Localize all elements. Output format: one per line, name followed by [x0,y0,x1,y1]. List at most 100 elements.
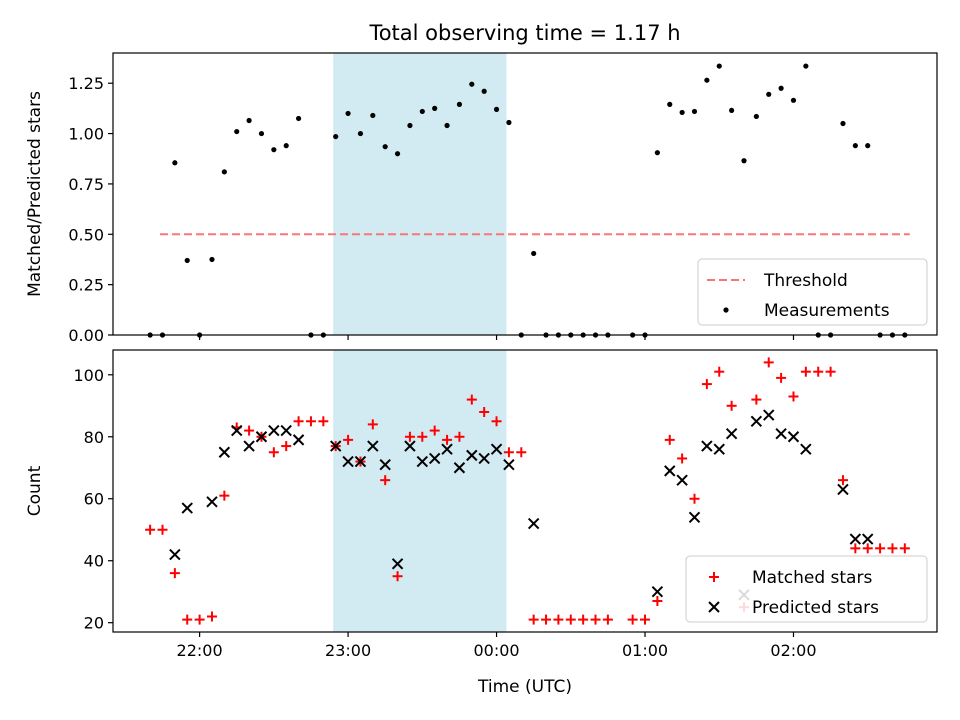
predicted-x-b [206,496,218,508]
legend-entry: Matched stars [752,568,872,588]
matched-point [677,453,688,464]
measurement-point [394,151,401,157]
y-tick-label: 0.75 [68,175,104,194]
predicted-x-b [527,517,540,530]
predicted-point [862,533,874,545]
measurement-point [432,105,438,111]
predicted-point [292,434,305,446]
x-tick-label: 02:00 [770,641,816,660]
matched-point [454,431,465,442]
predicted-point [280,424,292,437]
predicted-point [268,424,280,437]
y-tick-label: 40 [84,552,104,571]
predicted-point [181,502,193,514]
predicted-point [676,474,688,486]
predicted-x-b [404,440,416,452]
matched-point [206,611,217,622]
matched-point [553,614,564,625]
y-tick-label: 20 [84,614,104,633]
predicted-x-b [701,440,713,452]
matched-point [875,543,886,554]
predicted-point [404,440,416,452]
matched-point [516,447,527,458]
y-axis-label: Count [25,465,45,516]
measurement-point [295,115,302,122]
predicted-point [725,427,738,440]
predicted-point [169,548,181,561]
measurement-point [679,109,685,116]
measurement-point [852,143,858,149]
measurement-point [382,144,388,150]
predicted-point [416,455,429,468]
predicted-x-b [725,427,738,440]
legend-entry: Threshold [763,271,848,291]
measurement-point [246,117,252,124]
y-tick-label: 0.00 [68,326,104,345]
predicted-x-b [428,452,441,465]
matched-point [479,406,490,417]
measurement-point [840,120,846,127]
predicted-point [367,440,379,452]
matched-point [305,416,316,427]
matched-point [194,614,205,625]
measurement-point [493,106,500,112]
predicted-x-b [676,474,688,486]
predicted-x-b [849,533,862,545]
predicted-x-b [379,458,391,471]
matched-point [565,614,576,625]
matched-point [528,614,539,625]
predicted-x-b [354,455,367,468]
measurement-point [234,128,240,135]
predicted-x-b [453,462,466,474]
predicted-point [466,449,478,462]
x-axis-label: Time (UTC) [477,677,572,697]
matched-point [343,434,354,445]
matched-point [813,366,824,377]
matched-point [219,490,230,501]
matched-point [714,366,725,377]
predicted-point [478,452,490,465]
predicted-x-b [367,440,379,452]
matched-point [825,366,836,377]
figure-title: Total observing time = 1.17 h [368,21,680,45]
legend-box [685,555,928,623]
matched-point [268,447,279,458]
matched-point [145,524,156,535]
predicted-x-b [255,431,268,443]
predicted-point [453,462,466,474]
matched-point [627,614,638,625]
matched-point [640,614,651,625]
predicted-point [763,409,775,421]
measurement-point [419,108,425,115]
measurement-point [333,133,339,140]
predicted-x-b [441,443,453,455]
predicted-point [354,455,367,468]
x-tick-label: 23:00 [325,641,371,660]
legend-measurement-swatch [723,307,729,313]
measurement-point [481,88,487,94]
predicted-point [342,455,354,468]
matched-point [652,596,663,607]
predicted-point [837,483,849,496]
matched-point [763,357,774,368]
measurement-point [704,77,710,83]
predicted-x-b [837,483,849,496]
predicted-x-b [231,424,243,437]
measurement-point [790,97,797,103]
predicted-point [775,427,787,440]
x-tick-label: 01:00 [622,641,668,660]
matched-point [701,379,712,390]
axes-frame [112,349,938,633]
matched-point [157,524,168,535]
predicted-point [231,424,243,437]
legend-predicted-swatch-b [708,601,720,613]
measurement-point [654,150,660,156]
predicted-point [664,465,676,477]
matched-point [751,394,762,405]
measurement-point [716,63,722,69]
predicted-x-b [787,431,800,443]
matched-point [417,431,428,442]
predicted-x-b [862,533,874,545]
matched-point [244,425,255,436]
